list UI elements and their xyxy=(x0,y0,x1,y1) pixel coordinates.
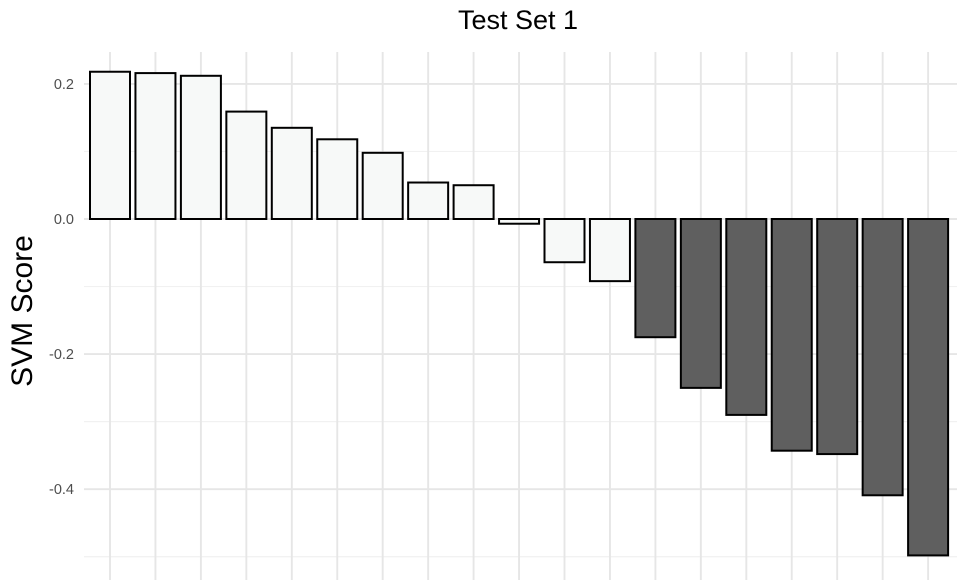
y-tick-label: -0.4 xyxy=(49,482,74,498)
bar-16 xyxy=(770,218,813,452)
bars xyxy=(89,70,950,557)
bar-6 xyxy=(316,138,359,220)
bar-11 xyxy=(543,218,586,264)
bar-7 xyxy=(361,151,404,220)
y-axis-ticks: 0.2 0.0 -0.2 -0.4 xyxy=(49,77,74,498)
bar-1 xyxy=(89,70,131,220)
bar-14 xyxy=(679,218,722,389)
y-axis-label: SVM Score xyxy=(6,235,39,387)
bar-13 xyxy=(634,218,677,339)
y-tick-label: 0.2 xyxy=(54,77,74,93)
bar-5 xyxy=(270,126,313,220)
bar-8 xyxy=(407,181,450,220)
bar-4 xyxy=(225,110,268,220)
chart-title: Test Set 1 xyxy=(458,5,578,35)
bar-15 xyxy=(725,218,768,416)
bar-18 xyxy=(861,218,904,497)
y-tick-label: -0.2 xyxy=(49,347,74,363)
y-tick-label: 0.0 xyxy=(54,212,74,228)
bar-3 xyxy=(179,74,222,220)
bar-19 xyxy=(907,218,950,557)
bar-12 xyxy=(588,218,631,283)
bar-2 xyxy=(134,72,177,221)
bar-9 xyxy=(452,184,495,221)
bar-17 xyxy=(816,218,859,456)
bar-10 xyxy=(498,218,541,225)
